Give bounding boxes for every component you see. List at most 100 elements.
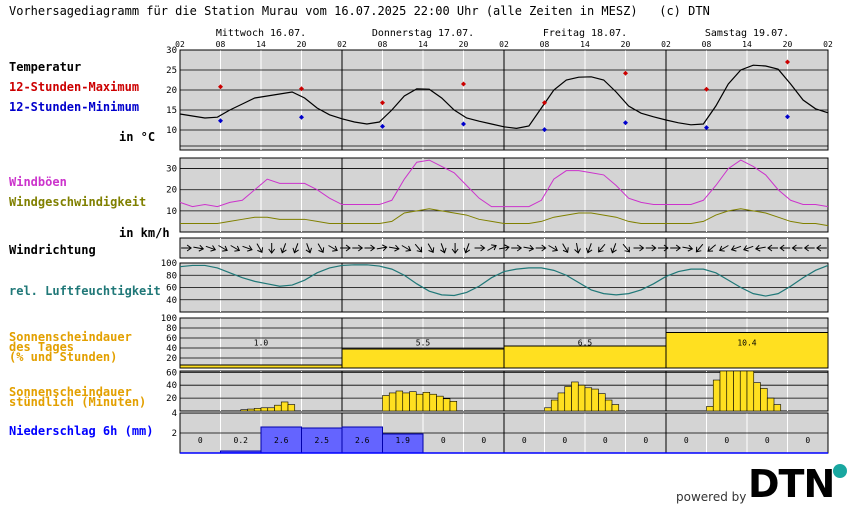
sun-hourly-bar <box>253 408 262 412</box>
max-marker <box>380 100 385 106</box>
min-label: 12-Stunden-Minimum <box>9 100 140 114</box>
hour-tick-label: 14 <box>418 40 428 49</box>
wind-arrow <box>181 244 192 252</box>
y-tick-label: 20 <box>166 354 177 364</box>
sun-hourly-bar <box>571 381 579 412</box>
wind-arrow <box>511 244 523 252</box>
wind-arrow <box>193 244 205 252</box>
wind-arrow <box>779 244 791 252</box>
wind-arrow <box>755 244 766 252</box>
wind-arrow-head <box>719 245 725 252</box>
precip-value-label: 0 <box>724 436 729 445</box>
precip-value-label: 2.6 <box>274 436 289 445</box>
wind-arrow-head <box>428 247 435 254</box>
wind-arrow-head <box>552 245 558 252</box>
wind-arrow <box>328 245 338 252</box>
wind-arrow-head <box>257 247 264 254</box>
wind-arrow-head <box>504 244 510 252</box>
y-tick-label: 10 <box>166 207 177 217</box>
wind-arrow-shaft <box>611 243 617 253</box>
wind-arrow-shaft <box>218 245 228 251</box>
wind-arrow-shaft <box>465 243 470 253</box>
sun-hourly-bar <box>280 401 289 412</box>
wind-arrow-shaft <box>414 243 423 253</box>
sun-hourly-bar <box>402 392 410 412</box>
hour-tick-label: 02 <box>823 40 833 49</box>
wind-arrow-shaft <box>205 245 216 251</box>
y-tick-label: 40 <box>166 344 177 354</box>
y-tick-label: 80 <box>166 271 177 281</box>
wind-arrow-head <box>675 244 682 252</box>
wind-arrow <box>474 244 486 252</box>
wind-arrow-head <box>779 244 785 252</box>
sun-hourly-bar <box>449 401 458 412</box>
wind-arrow-shaft <box>281 243 287 253</box>
min-marker <box>542 127 547 133</box>
sun-hourly-bar <box>240 409 248 412</box>
wind-arrow <box>205 245 217 252</box>
y-tick-label: 30 <box>166 46 177 56</box>
wind-arrow <box>292 243 299 254</box>
wind-arrow-head <box>687 244 694 252</box>
dtn-logo: DTN <box>748 462 835 506</box>
chart-title: Vorhersagediagramm für die Station Murau… <box>9 4 638 18</box>
wind-arrow-head <box>405 245 412 252</box>
y-tick-label: 25 <box>166 66 177 76</box>
wind-arrow <box>598 243 606 253</box>
wind-arrow-head <box>305 247 313 254</box>
sun-hourly-bar <box>584 387 593 412</box>
max-marker <box>299 86 304 92</box>
sun-hourly-bar <box>766 397 775 412</box>
wind-arrow-head <box>198 244 205 252</box>
y-tick-label: 40 <box>166 296 177 306</box>
precip-value-label: 0 <box>643 436 648 445</box>
hour-tick-label: 02 <box>661 40 671 49</box>
y-tick-label: 60 <box>166 284 177 294</box>
temp-unit: in °C <box>119 130 156 144</box>
y-tick-label: 40 <box>166 381 177 391</box>
max-marker <box>785 59 790 65</box>
wind-arrow-shaft <box>523 246 534 250</box>
sun-hourly-bar <box>395 390 404 412</box>
temp-label: Temperatur <box>9 60 82 74</box>
y-tick-label: 100 <box>161 314 177 324</box>
sun-hourly-bar <box>611 404 620 412</box>
wind-arrow <box>230 245 241 252</box>
precip-bar <box>341 426 383 454</box>
wind-arrow-head <box>451 248 459 254</box>
hour-tick-label: 14 <box>742 40 752 49</box>
max-marker <box>218 84 223 90</box>
sun-hourly-bar <box>429 393 437 412</box>
wind-arrow-head <box>541 244 547 252</box>
min-marker <box>704 125 709 131</box>
wind-arrow-head <box>516 244 523 252</box>
hour-tick-label: 08 <box>702 40 712 49</box>
wind-arrow-shaft <box>682 246 693 250</box>
wind-arrow-shaft <box>440 243 446 253</box>
y-tick-label: 4 <box>172 409 177 419</box>
sun-hourly-bar <box>591 388 599 412</box>
wind-arrow <box>487 244 497 251</box>
wind-arrow-shaft <box>548 245 558 251</box>
wind-arrow-head <box>707 246 714 252</box>
wind-arrow <box>743 245 754 252</box>
sun-hourly-bar <box>760 388 768 412</box>
wind-arrow <box>803 244 815 252</box>
precip-value-label: 0 <box>765 436 770 445</box>
sundaily-label-1: Sonnenscheindauer <box>9 330 132 344</box>
wind-arrow-shaft <box>487 245 497 251</box>
header: Vorhersagediagramm für die Station Murau… <box>9 4 710 18</box>
hour-tick-label: 08 <box>378 40 388 49</box>
precip-value-label: 0 <box>441 436 446 445</box>
wind-arrow-shaft <box>317 243 324 253</box>
wind-arrow <box>535 244 547 252</box>
hour-tick-label: 14 <box>256 40 266 49</box>
y-tick-label: 15 <box>166 106 177 116</box>
sun-hourly-bar <box>719 370 728 412</box>
hour-tick-label: 08 <box>216 40 226 49</box>
y-tick-label: 60 <box>166 334 177 344</box>
wind-arrow-head <box>574 248 581 254</box>
wind-arrow-head <box>440 247 447 254</box>
hour-tick-label: 14 <box>580 40 590 49</box>
